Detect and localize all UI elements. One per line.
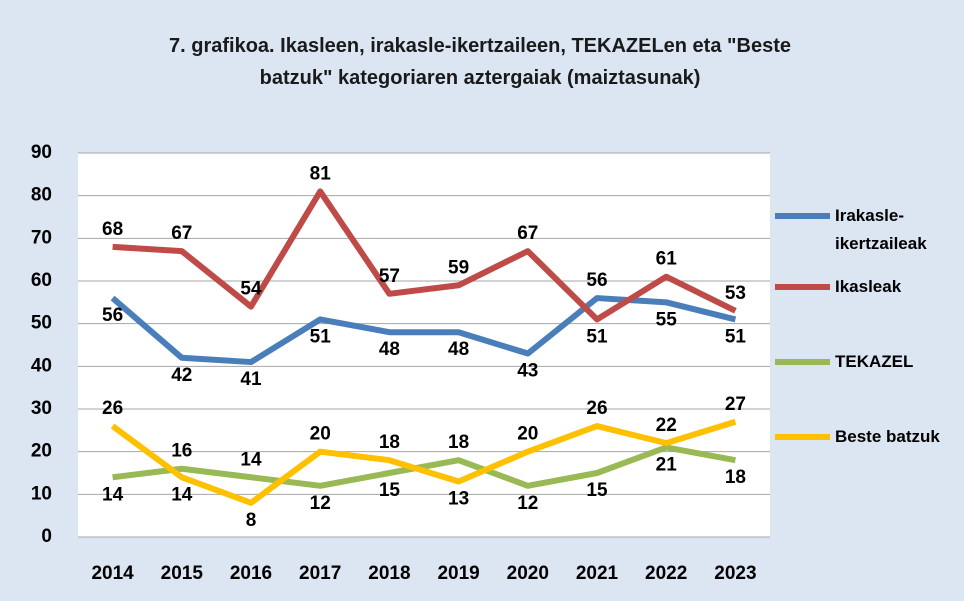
data-label: 48 [379, 339, 400, 360]
data-label: 8 [246, 510, 257, 531]
data-label: 54 [240, 279, 262, 300]
x-tick-label: 2021 [576, 563, 619, 584]
data-label: 55 [656, 309, 678, 330]
data-label: 56 [586, 270, 607, 291]
x-tick-label: 2018 [368, 563, 410, 584]
data-label: 26 [586, 398, 607, 419]
y-tick-label: 10 [31, 483, 52, 504]
data-label: 16 [171, 441, 192, 462]
data-label: 53 [725, 283, 746, 304]
data-label: 51 [586, 326, 608, 347]
data-label: 81 [310, 163, 332, 184]
y-tick-label: 0 [41, 526, 52, 547]
data-label: 67 [517, 223, 538, 244]
data-label: 68 [102, 219, 123, 240]
legend-label: Irakasle-ikertzaileak [835, 206, 927, 253]
data-label: 18 [725, 467, 746, 488]
legend-label: Beste batzuk [835, 427, 940, 446]
data-label: 20 [517, 424, 538, 445]
data-label: 56 [102, 305, 123, 326]
data-label: 14 [102, 484, 124, 505]
data-label: 57 [379, 266, 400, 287]
data-label: 12 [517, 493, 538, 514]
data-label: 27 [725, 394, 746, 415]
data-label: 15 [586, 480, 608, 501]
legend-label: TEKAZEL [835, 352, 914, 371]
data-label: 41 [240, 369, 262, 390]
x-tick-label: 2022 [645, 563, 687, 584]
x-tick-label: 2016 [230, 563, 272, 584]
data-label: 20 [310, 424, 331, 445]
y-tick-label: 90 [31, 142, 52, 163]
data-label: 15 [379, 480, 401, 501]
data-label: 59 [448, 257, 469, 278]
data-label: 51 [310, 326, 332, 347]
data-label: 14 [171, 484, 193, 505]
y-tick-label: 50 [31, 313, 52, 334]
data-label: 13 [448, 489, 469, 510]
data-label: 18 [448, 432, 469, 453]
data-label: 43 [517, 361, 538, 382]
data-label: 67 [171, 223, 192, 244]
y-tick-label: 60 [31, 270, 52, 291]
data-label: 12 [310, 493, 331, 514]
data-label: 22 [656, 415, 677, 436]
data-label: 26 [102, 398, 123, 419]
x-tick-label: 2023 [714, 563, 756, 584]
x-tick-label: 2017 [299, 563, 341, 584]
data-label: 14 [240, 449, 262, 470]
y-tick-label: 20 [31, 441, 52, 462]
y-tick-label: 30 [31, 398, 52, 419]
data-label: 42 [171, 365, 192, 386]
data-label: 18 [379, 432, 400, 453]
legend-label: Ikasleak [835, 277, 902, 296]
data-label: 48 [448, 339, 469, 360]
data-label: 61 [656, 249, 678, 270]
x-tick-label: 2020 [507, 563, 549, 584]
series-line [112, 444, 736, 489]
x-tick-label: 2014 [91, 563, 134, 584]
series-line [110, 418, 737, 506]
y-tick-label: 80 [31, 185, 52, 206]
x-tick-label: 2015 [161, 563, 204, 584]
y-tick-label: 70 [31, 227, 52, 248]
y-tick-label: 40 [31, 355, 52, 376]
series-line [112, 188, 737, 323]
data-label: 21 [656, 454, 678, 475]
data-label: 51 [725, 326, 747, 347]
x-tick-label: 2019 [437, 563, 479, 584]
chart-title: 7. grafikoa. Ikasleen, irakasle-ikertzai… [169, 35, 791, 89]
